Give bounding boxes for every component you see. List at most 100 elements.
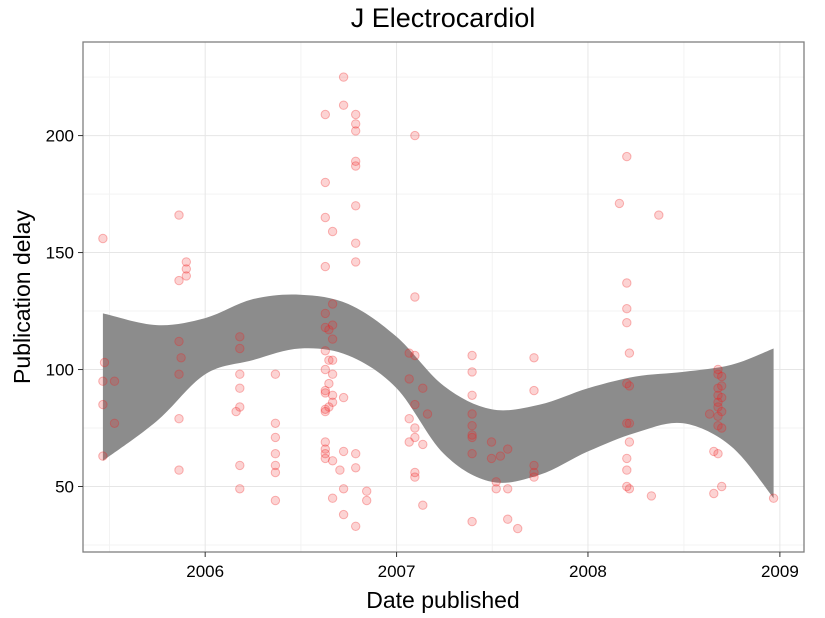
data-point [327,493,338,503]
y-tick-label: 150 [46,244,74,263]
data-point [491,484,501,494]
x-tick-label: 2008 [569,562,607,581]
data-point [320,388,330,398]
data-point [624,484,635,494]
data-point [624,348,635,358]
data-point [98,233,108,244]
data-point [713,411,723,421]
data-point [410,432,420,443]
confidence-band [102,294,774,499]
x-axis-title: Date published [366,587,519,613]
data-point [529,472,539,482]
data-point [486,437,497,447]
data-point [320,444,330,454]
data-point [404,374,414,384]
data-point [327,390,338,400]
data-point [622,453,632,464]
data-point [335,465,345,475]
data-point [704,409,715,419]
y-tick-label: 200 [46,127,74,146]
data-point [529,353,539,363]
data-point [709,446,719,457]
grid-minor [83,42,804,552]
data-point [327,299,338,309]
data-point [327,369,338,379]
data-point [362,495,372,506]
data-point [235,484,245,494]
data-point [327,334,338,344]
data-point [235,383,245,393]
data-point [614,198,625,209]
data-point [622,304,632,314]
data-point [320,406,330,417]
data-point [324,325,334,335]
data-point [467,350,477,361]
data-point [624,437,635,447]
data-point [174,465,184,475]
data-point [270,418,281,428]
data-point [768,493,779,503]
data-point [338,446,349,457]
data-point [362,486,372,496]
data-point [503,514,513,524]
data-point [467,421,477,431]
data-point [529,460,539,471]
points-layer [98,72,779,534]
data-point [235,460,245,471]
data-point [320,437,330,447]
data-point [320,212,330,223]
y-tick-label: 100 [46,361,74,380]
x-tick-label: 2006 [186,562,224,581]
y-axis-title: Publication delay [9,210,35,384]
data-point [99,357,110,368]
data-point [174,275,184,286]
data-point [654,210,664,220]
data-point [622,278,632,288]
data-point [513,523,523,534]
data-point [320,308,330,319]
data-point [320,346,330,356]
data-point [410,350,420,361]
data-point [270,460,281,471]
data-point [491,477,501,487]
data-point [181,257,192,267]
plot-panel [83,42,804,552]
data-point [235,343,245,354]
data-point [320,261,330,272]
y-tick-label: 50 [55,477,74,496]
data-point [622,465,632,475]
data-point [327,320,338,330]
data-point [320,385,330,396]
smooth-band-layer [102,294,774,499]
data-point [351,463,361,473]
data-point [467,390,477,400]
data-point [467,449,477,459]
data-point [418,500,428,510]
data-point [622,418,632,428]
data-point [98,451,108,461]
data-point [503,484,513,494]
data-point [622,318,632,328]
data-point [410,399,420,410]
data-point [503,444,513,454]
data-point [320,322,330,333]
data-point [410,472,420,482]
data-point [324,402,334,412]
data-point [270,467,281,478]
data-point [717,406,727,417]
data-point [181,264,192,274]
data-point [410,467,420,478]
data-point [713,421,723,431]
data-point [622,378,632,389]
data-point [270,432,281,443]
data-point [418,439,428,450]
data-point [713,383,723,393]
data-point [624,418,635,428]
data-point [109,376,120,386]
data-point [109,418,120,428]
data-point [320,109,330,120]
data-point [717,392,727,403]
data-point [646,491,657,501]
data-point [270,495,281,506]
data-point [713,364,723,375]
